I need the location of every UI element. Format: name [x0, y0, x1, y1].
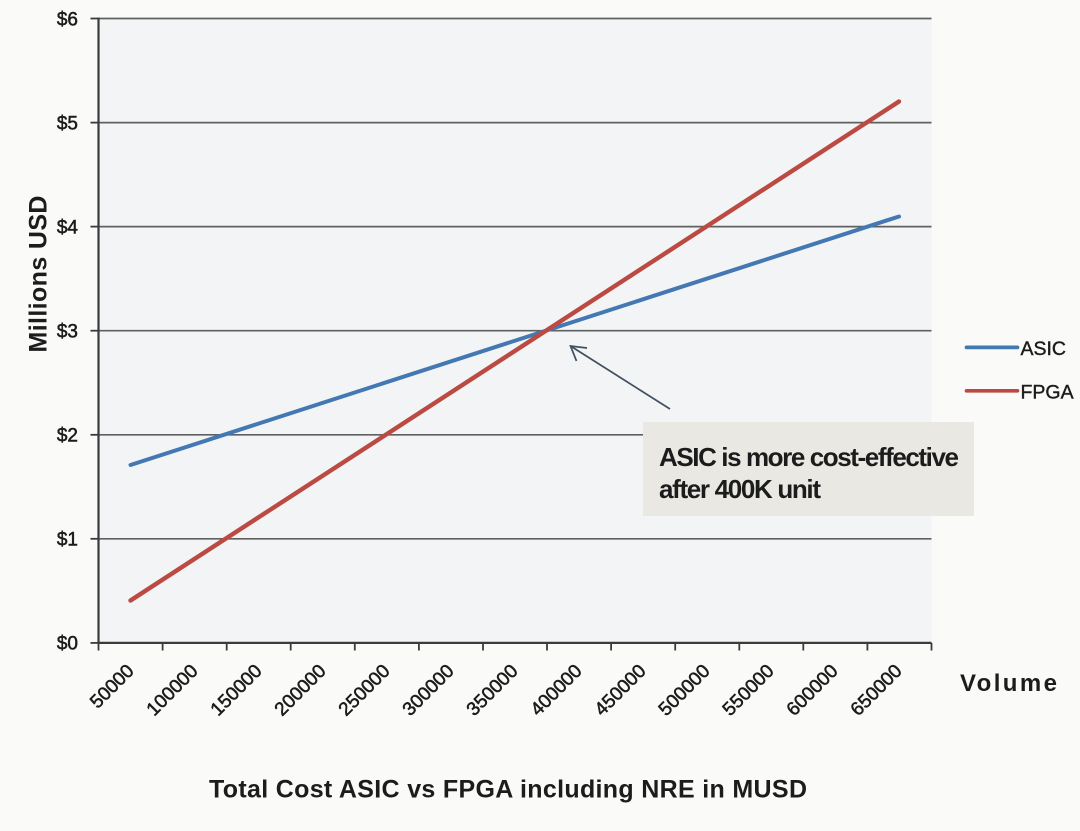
svg-text:Volume: Volume [960, 670, 1057, 697]
svg-text:Millions USD: Millions USD [25, 196, 53, 353]
svg-text:$4: $4 [57, 217, 79, 238]
svg-text:after 400K unit: after 400K unit [659, 474, 821, 504]
svg-text:$0: $0 [57, 634, 78, 655]
svg-text:$1: $1 [57, 530, 78, 551]
svg-text:FPGA: FPGA [1021, 381, 1074, 403]
svg-text:ASIC is more cost-effective: ASIC is more cost-effective [659, 442, 959, 472]
svg-text:Total Cost ASIC vs FPGA includ: Total Cost ASIC vs FPGA including NRE in… [209, 776, 807, 804]
svg-text:$6: $6 [57, 9, 78, 30]
svg-text:$2: $2 [57, 426, 78, 447]
svg-text:$5: $5 [57, 113, 78, 134]
svg-text:ASIC: ASIC [1021, 338, 1067, 360]
svg-text:$3: $3 [57, 322, 78, 343]
